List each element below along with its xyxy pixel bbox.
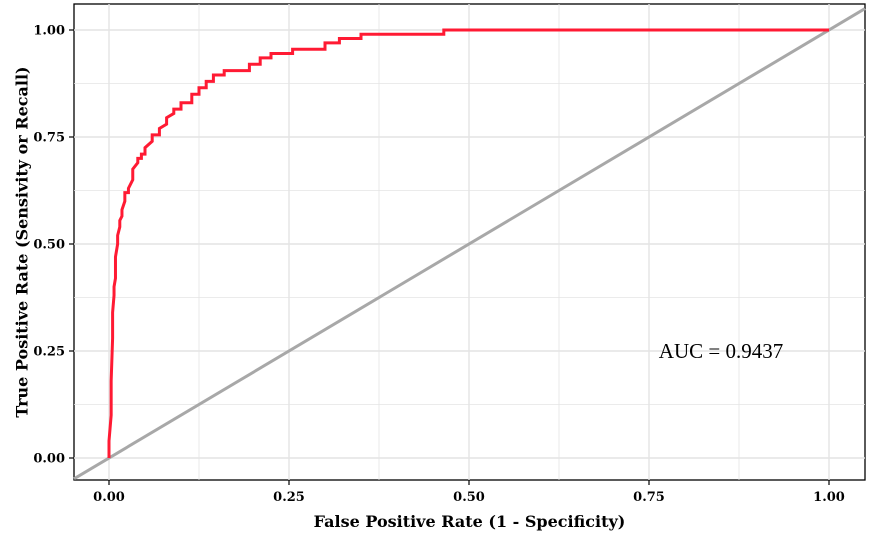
x-tick-label: 0.00 (93, 490, 125, 505)
x-axis-title: False Positive Rate (1 - Specificity) (314, 512, 626, 531)
roc-curve (107, 28, 829, 458)
auc-annotation: AUC = 0.9437 (659, 339, 783, 363)
y-axis-title: True Positive Rate (Sensivity or Recall) (13, 66, 32, 417)
y-tick-label: 0.75 (33, 131, 65, 146)
chance-diagonal-line (73, 7, 866, 481)
x-tick-label: 0.50 (453, 490, 485, 505)
y-axis-ticks: 0.00 0.25 0.50 0.75 1.00 (33, 24, 74, 467)
x-tick-label: 0.75 (633, 490, 665, 505)
y-tick-label: 0.25 (33, 345, 65, 360)
reference-line-layer (73, 7, 866, 481)
x-tick-label: 0.25 (273, 490, 305, 505)
x-tick-label: 1.00 (813, 490, 845, 505)
y-tick-label: 0.50 (33, 238, 65, 253)
x-axis-ticks: 0.00 0.25 0.50 0.75 1.00 (93, 480, 845, 505)
y-tick-label: 1.00 (33, 24, 65, 39)
series-layer (107, 28, 829, 458)
y-tick-label: 0.00 (33, 452, 65, 467)
